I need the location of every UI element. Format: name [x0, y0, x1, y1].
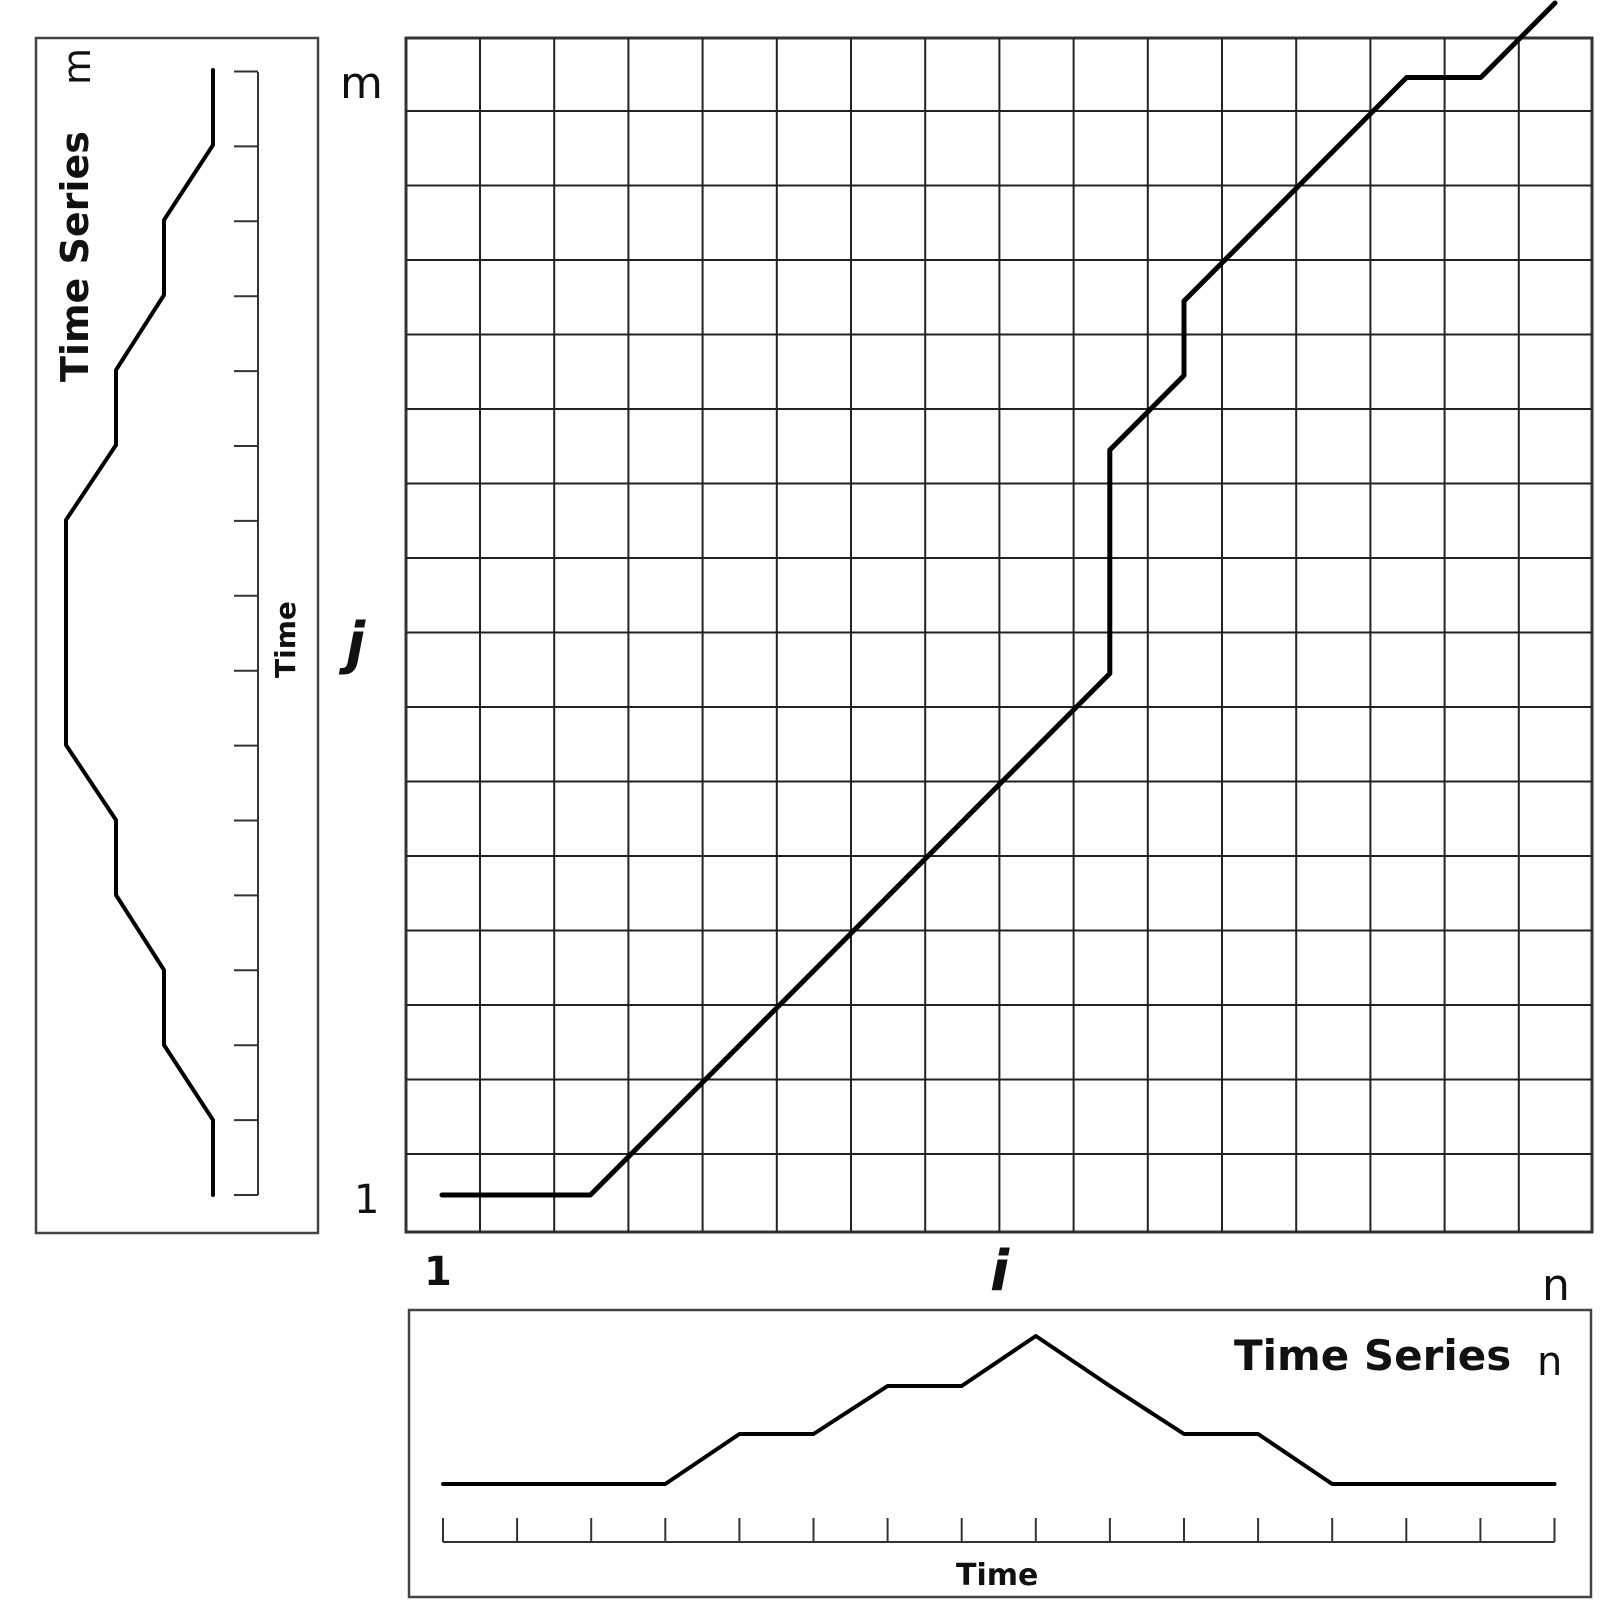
bottom-series-time-axis [442, 1518, 1556, 1543]
warping-path [439, 0, 1558, 1198]
bottom-time-series-line [441, 1334, 1557, 1486]
grid-y-top-label: m [340, 58, 383, 109]
grid-y-bottom-label: 1 [354, 1177, 379, 1223]
left-panel-title: Time Series [53, 131, 97, 382]
left-panel-suffix: m [55, 48, 99, 85]
bottom-panel-suffix: n [1537, 1339, 1562, 1385]
grid-y-index-label: j [338, 611, 366, 676]
grid-x-left-label: 1 [424, 1249, 452, 1295]
grid-x-right-label: n [1542, 1260, 1570, 1311]
left-time-series-line [64, 68, 215, 1197]
grid-x-index-label: i [990, 1239, 1010, 1304]
left-series-panel [34, 36, 320, 1235]
left-panel-axis-label: Time [269, 601, 302, 678]
bottom-panel-title: Time Series [1234, 1331, 1511, 1380]
bottom-panel-axis-label: Time [956, 1558, 1038, 1593]
left-series-time-axis [234, 70, 259, 1196]
cost-matrix-grid [406, 38, 1592, 1232]
